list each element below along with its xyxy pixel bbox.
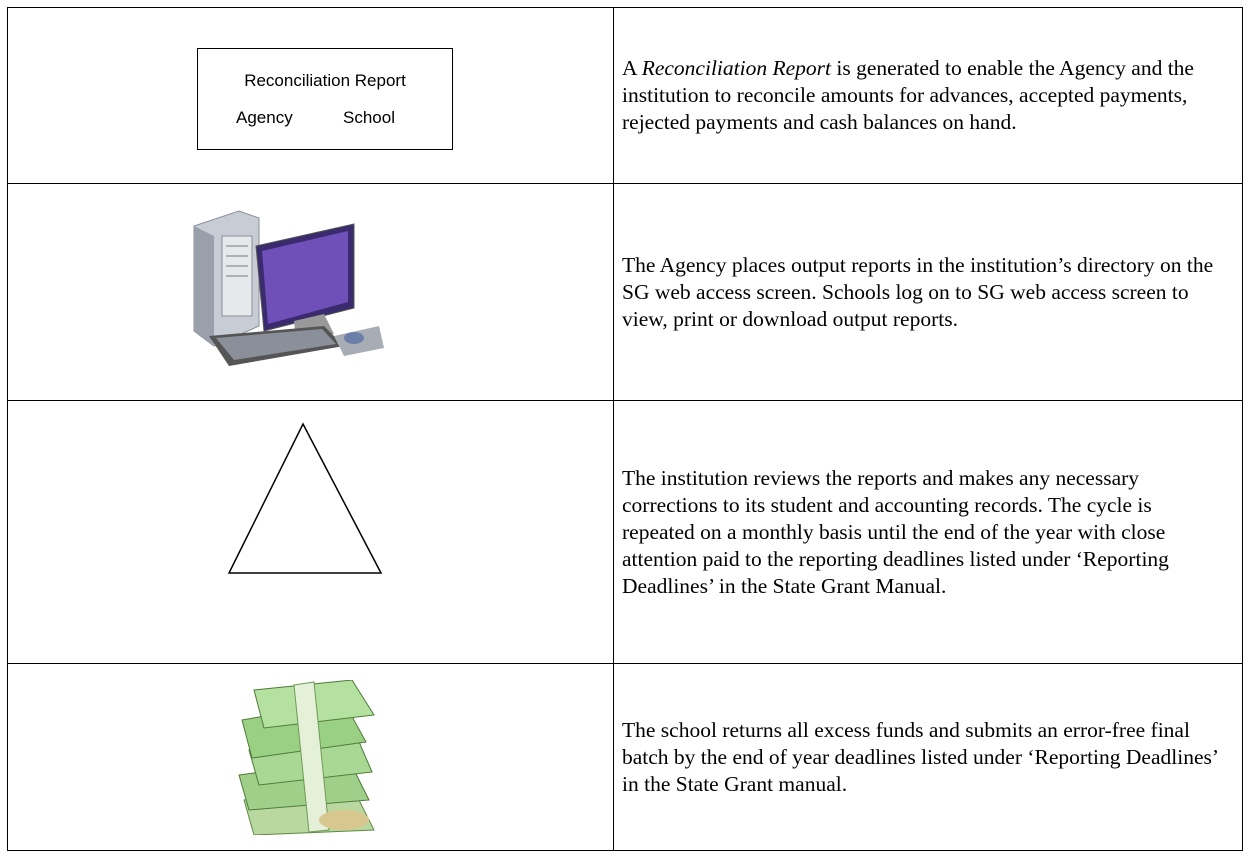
row: The institution reviews the reports and … — [7, 400, 1243, 664]
text: The school returns all excess funds and … — [622, 717, 1218, 796]
text-cell: A Reconciliation Report is generated to … — [613, 7, 1243, 184]
image-cell — [7, 400, 614, 664]
text: The institution reviews the reports and … — [622, 465, 1169, 598]
box-title: Reconciliation Report — [244, 71, 406, 90]
report-box: Reconciliation Report Agency School — [197, 48, 453, 150]
triangle — [227, 422, 383, 574]
box-left: Agency — [236, 108, 293, 127]
row: The Agency places output reports in the … — [7, 183, 1243, 401]
money-icon — [238, 680, 375, 835]
text-cell: The Agency places output reports in the … — [613, 183, 1243, 401]
text: is generated to enable the Agency and th… — [622, 56, 1194, 134]
italic-text: Reconciliation Report — [641, 56, 831, 80]
image-cell — [7, 663, 614, 851]
text: A — [622, 56, 642, 80]
process-table: Reconciliation Report Agency School A Re… — [7, 7, 1243, 851]
text-cell: The school returns all excess funds and … — [613, 663, 1243, 851]
computer-icon — [193, 210, 384, 366]
box-right: School — [343, 108, 395, 127]
row: The school returns all excess funds and … — [7, 663, 1243, 851]
row: Reconciliation Report Agency School A Re… — [7, 7, 1243, 184]
text: The Agency places output reports in the … — [622, 252, 1214, 331]
text-cell: The institution reviews the reports and … — [613, 400, 1243, 664]
image-cell — [7, 183, 614, 401]
image-cell: Reconciliation Report Agency School — [7, 7, 614, 184]
